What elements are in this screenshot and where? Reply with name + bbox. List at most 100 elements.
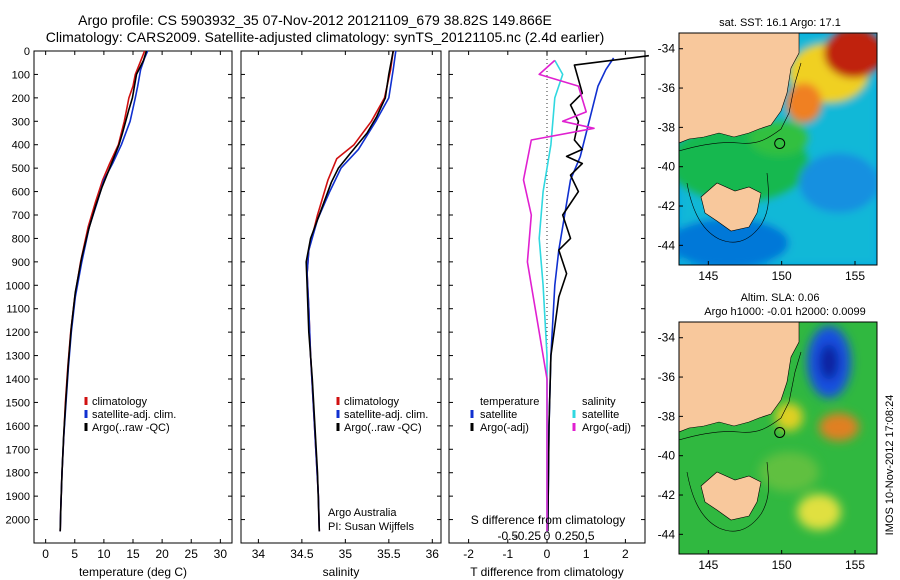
sla-patch-warm-eddy	[775, 403, 803, 431]
y-tick-label: 1700	[6, 444, 30, 456]
y-tick-label: 1100	[6, 304, 30, 316]
x-tick-label: 10	[97, 547, 111, 561]
sst-map-image	[679, 33, 877, 265]
map-y-tick-label: -36	[658, 370, 676, 384]
map-y-tick-label: -44	[658, 238, 676, 252]
sst-patch-tasman	[799, 153, 877, 213]
map-x-tick-label: 145	[698, 558, 718, 572]
x-tick-label: 34	[252, 547, 266, 561]
argo-float-marker	[774, 426, 786, 438]
legend-label-t-argo: Argo(-adj)	[480, 422, 529, 434]
x-tick-label: 0	[42, 547, 49, 561]
x-tick-label: -1	[502, 547, 513, 561]
sst-patch-east-gippsland	[749, 120, 809, 156]
sla-patch-mid	[759, 452, 819, 492]
map-y-tick-label: -40	[658, 449, 676, 463]
x-tick-label: 0	[544, 547, 551, 561]
annotation-pi-name: PI: Susan Wijffels	[328, 521, 414, 533]
salinity-xlabel: salinity	[323, 565, 360, 579]
shelf-contour-tasmania	[686, 461, 769, 532]
map-y-tick-label: -36	[658, 81, 676, 95]
sla-map-title-line1: Altim. SLA: 0.06	[741, 292, 820, 304]
y-tick-label: 1800	[6, 468, 30, 480]
sla-map-title-line2: Argo h1000: -0.01 h2000: 0.0099	[704, 306, 865, 318]
s-tick-label: -0.25	[514, 529, 542, 543]
header-line2: Climatology: CARS2009. Satellite-adjuste…	[46, 29, 604, 45]
y-tick-label: 600	[12, 187, 30, 199]
s-tick-label: 0.5	[578, 529, 595, 543]
shelf-contour-north	[679, 62, 802, 152]
x-tick-label: -2	[463, 547, 474, 561]
series-line-argo-raw-qc-	[305, 50, 394, 532]
series-line-satellite-adj-clim-	[59, 50, 149, 532]
map-x-tick-label: 155	[845, 558, 865, 572]
y-tick-label: 700	[12, 210, 30, 222]
y-tick-label: 2000	[6, 515, 30, 527]
x-tick-label: 35	[339, 547, 353, 561]
legend-label-s-satellite: satellite	[582, 409, 619, 421]
x-tick-label: 35.5	[377, 547, 401, 561]
y-tick-label: 1400	[6, 374, 30, 386]
argo-float-marker	[774, 137, 786, 149]
series-line-sal-argo-adj-	[522, 59, 595, 532]
difference-profile-panel: -2 -1 0 1 2 -0.5-0.25 0 0.25 0.5 S difference fr…	[448, 50, 650, 579]
y-tick-label: 1300	[6, 351, 30, 363]
sst-patch-warm-core	[824, 33, 877, 78]
tasmania	[700, 471, 762, 521]
series-line-argo-raw-qc-	[59, 50, 148, 532]
y-tick-label: 200	[12, 93, 30, 105]
y-tick-label: 500	[12, 163, 30, 175]
y-tick-label: 0	[24, 46, 30, 58]
map-x-tick-label: 155	[845, 269, 865, 283]
sst-patch-eac	[786, 83, 822, 123]
x-tick-label: 30	[214, 547, 228, 561]
x-tick-label: 34.5	[290, 547, 314, 561]
y-tick-label: 300	[12, 116, 30, 128]
temperature-axes-box	[33, 50, 233, 544]
difference-xlabel: T difference from climatology	[470, 565, 624, 579]
legend-label-argo: Argo(..raw -QC)	[344, 422, 422, 434]
sla-patch-warm-south	[797, 494, 841, 530]
sst-map-title: sat. SST: 16.1 Argo: 17.1	[719, 17, 841, 29]
legend-label-s-argo: Argo(-adj)	[582, 422, 631, 434]
salinity-profile-panel: 34 34.5 35 35.5 36 salinity climatology sate…	[240, 50, 442, 579]
y-tick-label: 400	[12, 140, 30, 152]
temperature-xlabel: temperature (deg C)	[79, 565, 187, 579]
legend-label-climatology: climatology	[92, 396, 148, 408]
annotation-argo-australia: Argo Australia	[328, 507, 397, 519]
salinity-axes-box	[240, 50, 442, 544]
series-line-climatology	[59, 50, 146, 532]
sla-map-panel: Altim. SLA: 0.06 Argo h1000: -0.01 h2000…	[658, 292, 878, 572]
legend-label-satellite: satellite-adj. clim.	[344, 409, 428, 421]
legend-label-argo: Argo(..raw -QC)	[92, 422, 170, 434]
sla-map-frame	[678, 321, 878, 555]
y-tick-label: 1900	[6, 491, 30, 503]
series-line-climatology	[306, 50, 394, 532]
sla-patch-warm-east	[819, 413, 859, 441]
series-line-argo-adj-	[547, 54, 650, 532]
x-tick-label: 15	[126, 547, 140, 561]
legend-header-temperature: temperature	[480, 396, 539, 408]
sla-map-image	[679, 322, 877, 554]
x-tick-label: 25	[185, 547, 199, 561]
y-tick-label: 800	[12, 233, 30, 245]
map-y-tick-label: -38	[658, 409, 676, 423]
map-y-tick-label: -42	[658, 199, 676, 213]
y-tick-label: 1000	[6, 280, 30, 292]
legend-header-salinity: salinity	[582, 396, 616, 408]
y-tick-label: 1500	[6, 397, 30, 409]
x-tick-label: 2	[622, 547, 629, 561]
map-y-tick-label: -40	[658, 160, 676, 174]
map-x-tick-label: 150	[772, 558, 792, 572]
map-x-tick-label: 145	[698, 269, 718, 283]
australia-mainland	[679, 33, 800, 144]
sla-patch-cold-core	[819, 344, 839, 380]
map-y-tick-label: -42	[658, 488, 676, 502]
series-line-satellite-adj-clim-	[306, 50, 397, 532]
x-tick-label: 20	[155, 547, 169, 561]
series-line-satellite	[547, 57, 615, 532]
y-tick-label: 1600	[6, 421, 30, 433]
x-tick-label: 1	[583, 547, 590, 561]
s-tick-label: -0.5	[497, 529, 518, 543]
